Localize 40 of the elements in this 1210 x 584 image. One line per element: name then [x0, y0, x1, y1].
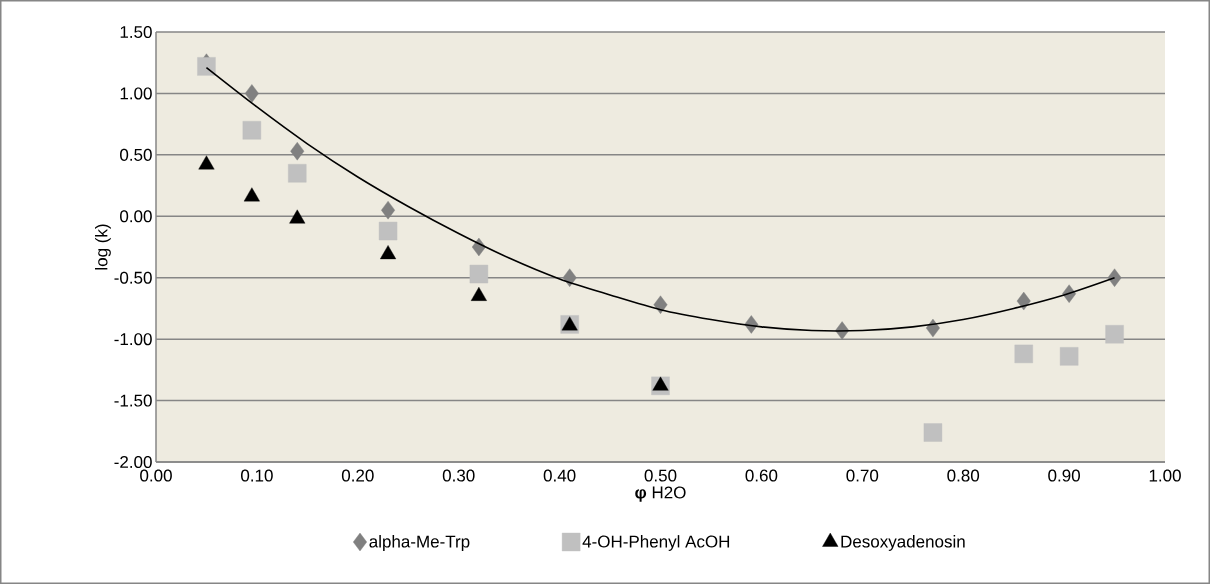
x-tick-label: 0.80 [947, 469, 980, 482]
point [1016, 291, 1031, 311]
point [1014, 344, 1033, 364]
x-tick-label: 0.50 [644, 469, 677, 482]
x-tick-label: 0.20 [341, 469, 374, 482]
y-tick-label: -1.00 [114, 333, 152, 346]
point [242, 121, 262, 140]
y-tick-label: 0.00 [120, 210, 152, 223]
x-tick-label: 0.60 [745, 469, 778, 482]
point [197, 57, 216, 76]
point [380, 245, 397, 260]
point [469, 264, 489, 284]
y-axis-title: log (k) [95, 224, 111, 270]
legend-label: 4-OH-Phenyl AcOH [582, 535, 730, 551]
legend-label: alpha-Me-Trp [369, 535, 470, 551]
point [288, 164, 307, 183]
legend-label: Desoxyadenosin [841, 535, 965, 551]
point [244, 84, 259, 103]
y-tick-label: -1.50 [114, 394, 152, 407]
x-axis-title: φ H2O [635, 486, 686, 502]
point [381, 200, 396, 220]
point [923, 423, 943, 442]
x-tick-label: 1.00 [1149, 469, 1181, 482]
y-tick-label: 1.50 [120, 25, 152, 39]
y-tick-label: -2.00 [114, 455, 152, 469]
x-tick-label: 0.90 [1048, 469, 1080, 482]
point [1107, 268, 1122, 287]
x-tick-label: 0.30 [442, 469, 475, 482]
point [290, 141, 305, 161]
x-tick-label: 0.00 [140, 469, 172, 482]
y-tick-label: -0.50 [114, 271, 152, 284]
x-tick-label: 0.70 [846, 469, 879, 482]
point [1059, 347, 1079, 366]
y-tick-label: 1.00 [120, 87, 152, 100]
point [653, 295, 668, 314]
x-tick-label: 0.10 [241, 469, 273, 482]
point [1105, 325, 1124, 344]
y-tick-label: 0.50 [120, 148, 152, 161]
point [378, 221, 398, 241]
x-tick-label: 0.40 [543, 469, 576, 482]
